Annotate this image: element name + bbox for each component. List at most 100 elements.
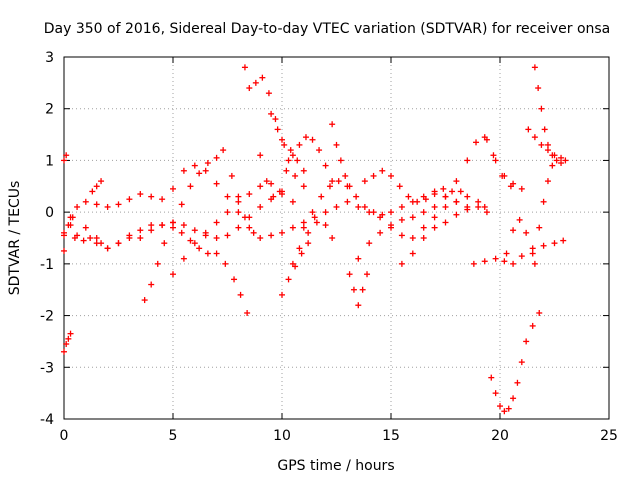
- data-point: [490, 152, 497, 159]
- data-point: [141, 297, 148, 304]
- data-point: [431, 224, 438, 231]
- data-point: [285, 157, 292, 164]
- data-point: [213, 250, 220, 257]
- data-point: [531, 64, 538, 71]
- data-point: [420, 209, 427, 216]
- data-point: [359, 286, 366, 293]
- grid-lines: [64, 57, 609, 419]
- data-point: [178, 201, 185, 208]
- data-point: [61, 157, 67, 164]
- data-point: [196, 170, 203, 177]
- series-arc-18: [346, 271, 371, 309]
- data-point: [309, 136, 316, 143]
- data-point: [377, 229, 384, 236]
- data-point: [420, 224, 427, 231]
- y-axis-label: SDTVAR / TECUs: [7, 181, 23, 296]
- data-point: [289, 224, 296, 231]
- data-point: [329, 121, 336, 128]
- data-point: [329, 178, 336, 185]
- series-arc-25: [531, 64, 569, 167]
- data-point: [505, 405, 512, 412]
- data-point: [89, 188, 96, 195]
- series-arc-17: [329, 121, 353, 190]
- data-point: [396, 183, 403, 190]
- y-tick-label: -2: [40, 309, 54, 325]
- data-point: [285, 276, 292, 283]
- data-point: [531, 260, 538, 267]
- data-point: [549, 162, 556, 169]
- data-point: [180, 255, 187, 262]
- data-point: [516, 216, 523, 223]
- series-arc-2: [61, 330, 74, 355]
- data-point: [191, 240, 198, 247]
- y-tick-label: 2: [45, 102, 54, 118]
- data-point: [115, 201, 122, 208]
- data-point: [154, 260, 161, 267]
- data-point: [364, 271, 371, 278]
- data-point: [292, 172, 299, 179]
- data-point: [488, 374, 495, 381]
- data-point: [431, 188, 438, 195]
- data-point: [535, 85, 542, 92]
- data-point: [442, 219, 449, 226]
- data-point: [538, 105, 545, 112]
- data-point: [148, 222, 155, 229]
- data-point: [453, 178, 460, 185]
- series-arc-21: [398, 203, 490, 267]
- data-point: [322, 209, 329, 216]
- data-point: [159, 196, 166, 203]
- data-point: [355, 255, 362, 262]
- series-arc-27: [531, 162, 556, 267]
- data-point: [257, 203, 264, 210]
- data-point: [388, 209, 394, 216]
- x-tick-label: 20: [491, 428, 509, 444]
- series-arc-4: [61, 162, 253, 236]
- data-point: [422, 196, 429, 203]
- data-point: [300, 219, 307, 226]
- data-point: [481, 203, 488, 210]
- data-point: [313, 219, 320, 226]
- data-point: [74, 232, 81, 239]
- series-arc-26: [525, 126, 565, 161]
- data-point: [473, 139, 480, 146]
- data-point: [492, 390, 499, 397]
- data-point: [529, 250, 536, 257]
- data-point: [300, 224, 307, 231]
- data-point: [268, 110, 275, 117]
- series-arc-14: [279, 240, 312, 298]
- data-point: [346, 271, 353, 278]
- data-point: [538, 141, 545, 148]
- data-point: [170, 185, 176, 192]
- data-point: [268, 232, 275, 239]
- data-point: [246, 85, 253, 92]
- y-tick-label: -1: [40, 257, 54, 273]
- data-point: [191, 227, 198, 234]
- data-point: [274, 126, 281, 133]
- y-tick-label: -4: [40, 412, 54, 428]
- data-point: [296, 141, 303, 148]
- series-arc-22: [470, 237, 567, 267]
- data-point: [187, 183, 194, 190]
- data-point: [398, 216, 405, 223]
- data-point: [98, 240, 105, 247]
- data-point: [353, 193, 360, 200]
- data-point: [279, 136, 285, 143]
- data-point: [510, 260, 517, 267]
- data-point: [204, 160, 211, 167]
- data-point: [492, 157, 499, 164]
- data-point: [235, 224, 242, 231]
- data-point: [170, 224, 176, 231]
- data-point: [224, 193, 231, 200]
- data-point: [305, 240, 312, 247]
- data-point: [281, 141, 288, 148]
- data-point: [355, 302, 362, 309]
- data-point: [246, 224, 253, 231]
- data-point: [518, 359, 525, 366]
- data-point: [61, 348, 67, 355]
- data-point: [196, 245, 203, 252]
- data-point: [553, 157, 560, 164]
- y-tick-label: 0: [45, 205, 54, 221]
- data-point: [302, 134, 309, 141]
- data-point: [231, 276, 238, 283]
